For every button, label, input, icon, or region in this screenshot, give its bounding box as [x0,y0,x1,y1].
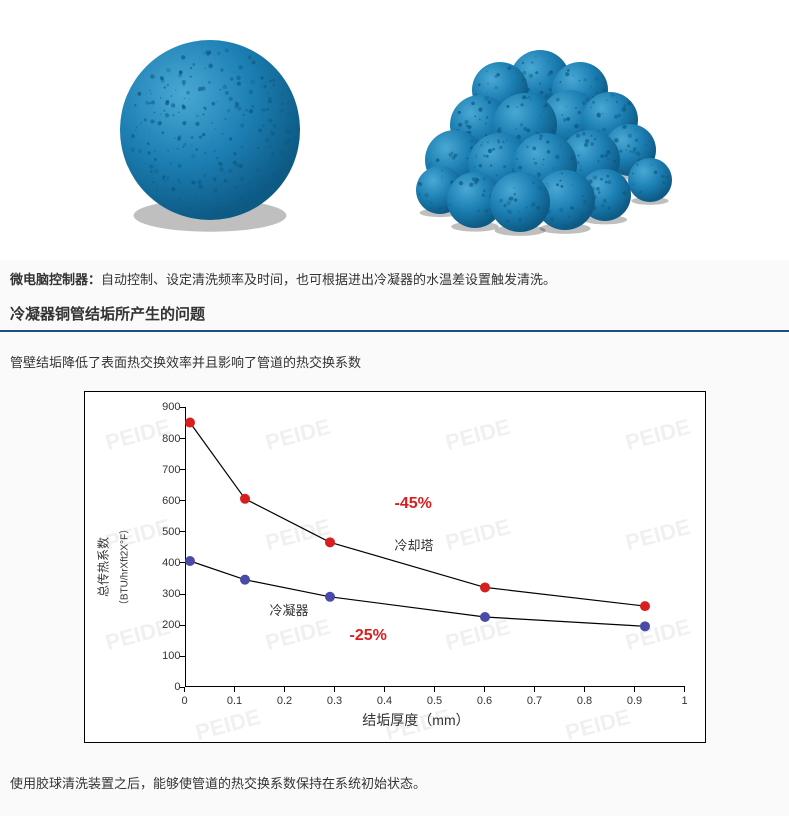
x-tick-label: 0.7 [527,695,542,707]
scaling-problem-text: 管壁结垢降低了表面热交换效率并且影响了管道的热交换系数 [0,344,789,391]
x-tick-label: 0.4 [377,695,392,707]
chart-y-label: 总传热系数 [94,537,111,597]
controller-description: 微电脑控制器：自动控制、设定清洗频率及时间，也可根据进出冷凝器的水温差设置触发清… [0,260,789,299]
product-image-area [0,0,789,260]
y-tick-label: 800 [145,433,181,445]
y-tick-label: 200 [145,619,181,631]
x-tick-label: 0.1 [227,695,242,707]
series-label: 冷却塔 [395,535,434,554]
x-tick-label: 0.6 [477,695,492,707]
y-tick-label: 300 [145,588,181,600]
section-title: 冷凝器铜管结垢所产生的问题 [0,299,789,332]
chart-annotation: -25% [350,627,387,645]
x-tick-label: 0.3 [327,695,342,707]
x-tick-label: 0 [181,695,187,707]
y-tick-label: 0 [145,681,181,693]
series-label: 冷凝器 [270,600,309,619]
chart-annotation: -45% [395,495,432,513]
y-tick-label: 600 [145,495,181,507]
sponge-ball-cluster [380,30,700,250]
x-tick-label: 0.5 [427,695,442,707]
heat-transfer-chart: PEIDEPEIDEPEIDEPEIDEPEIDEPEIDEPEIDEPEIDE… [84,391,706,743]
x-tick-label: 1 [681,695,687,707]
y-tick-label: 900 [145,401,181,413]
controller-label: 微电脑控制器： [10,272,101,287]
x-tick-label: 0.2 [277,695,292,707]
y-tick-label: 100 [145,650,181,662]
chart-y-label-sub: （BTU/hrXft2X°F） [115,524,130,610]
footer-text: 使用胶球清洗装置之后，能够使管道的热交换系数保持在系统初始状态。 [0,743,789,802]
x-tick-label: 0.8 [577,695,592,707]
controller-desc: 自动控制、设定清洗频率及时间，也可根据进出冷凝器的水温差设置触发清洗。 [101,272,556,287]
x-tick-label: 0.9 [627,695,642,707]
chart-x-label: 结垢厚度（mm） [362,710,469,730]
y-tick-label: 500 [145,526,181,538]
y-tick-label: 700 [145,464,181,476]
sponge-ball-single [110,30,310,250]
y-tick-label: 400 [145,557,181,569]
